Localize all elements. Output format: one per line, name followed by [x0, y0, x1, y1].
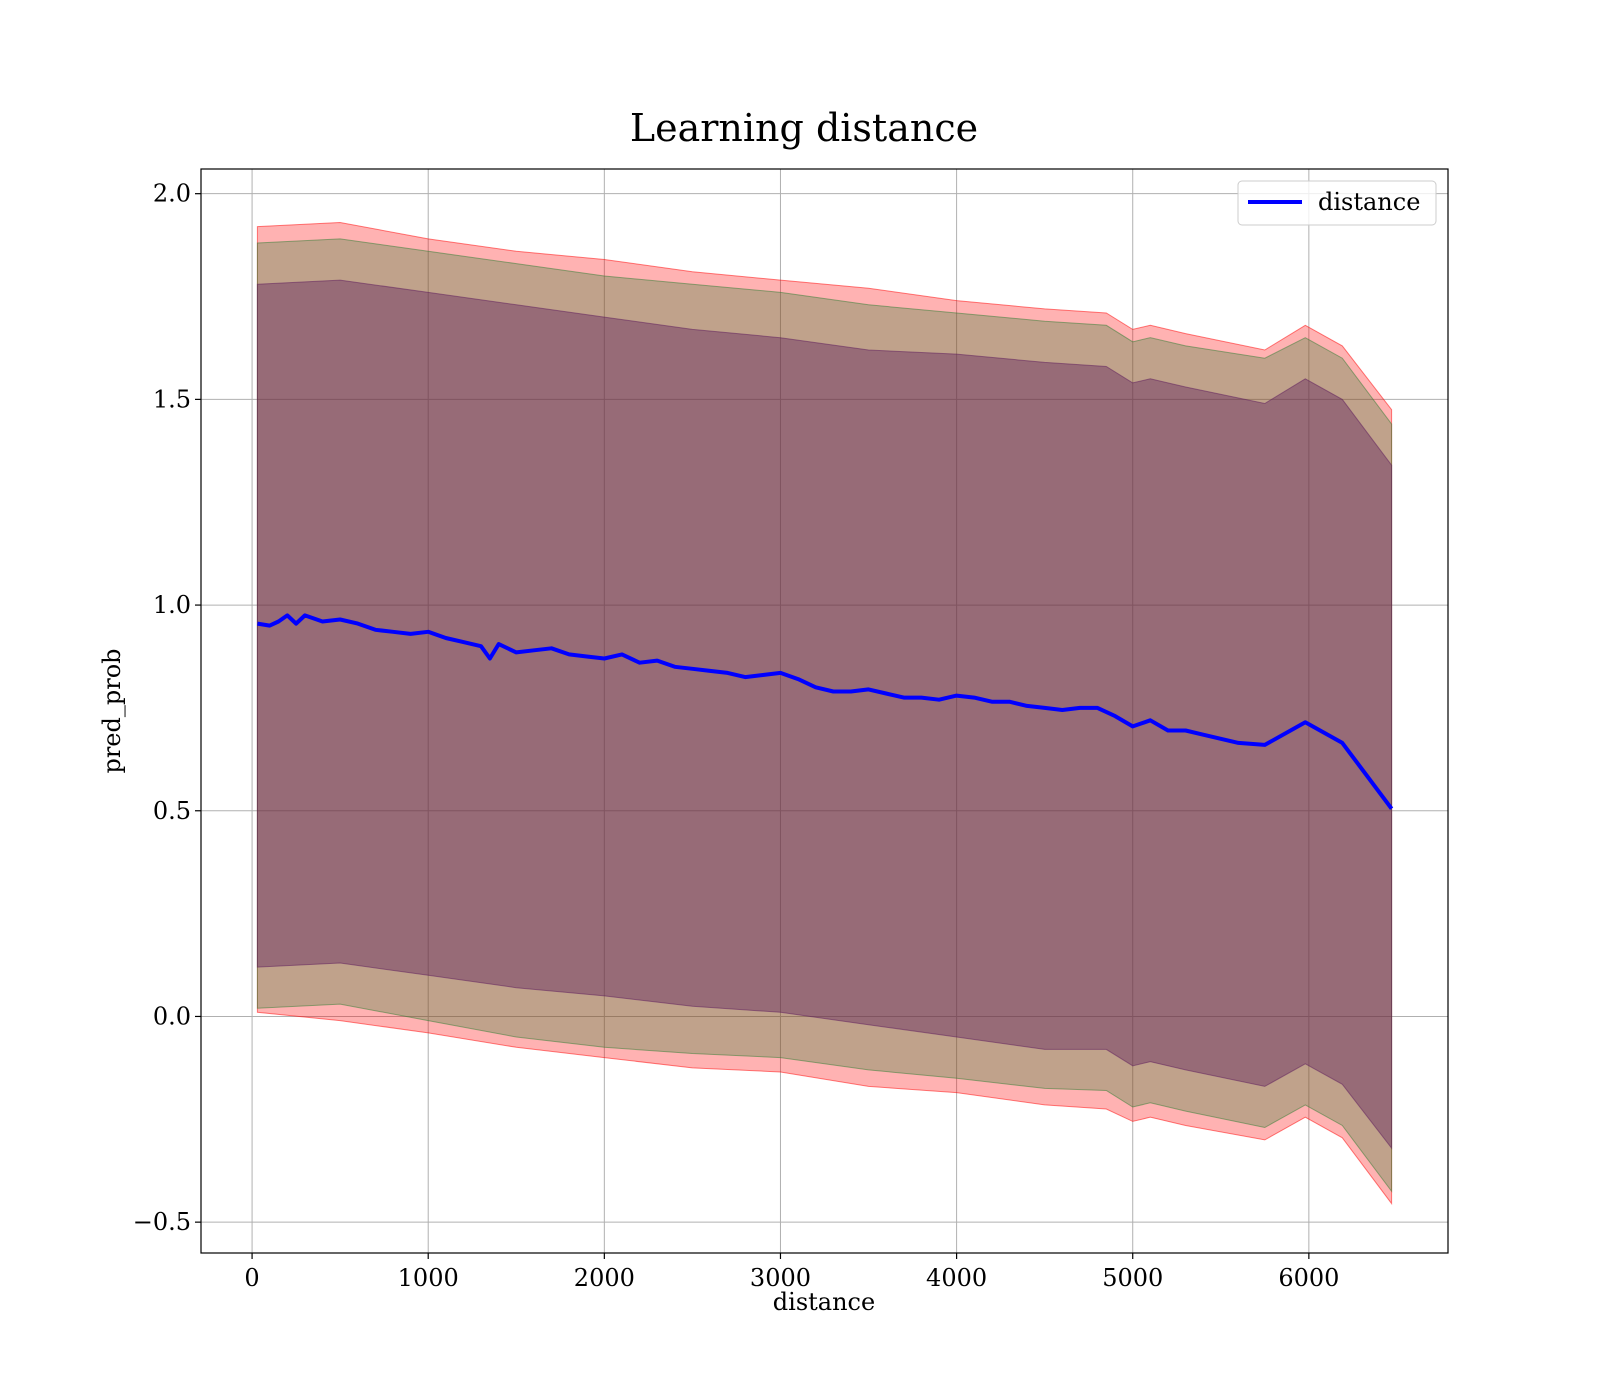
x-tick-label: 0 — [244, 1264, 259, 1292]
y-tick-label: 1.0 — [153, 591, 191, 619]
y-tick-label: 0.5 — [153, 797, 191, 825]
axis-ticks: 0 1000 2000 3000 4000 5000 6000 −0.5 0.0 0.5 1.0 1.… — [133, 180, 1340, 1292]
y-tick-label: 2.0 — [153, 180, 191, 208]
plot-frame — [200, 168, 1449, 1254]
y-axis-label: pred_prob — [98, 648, 126, 773]
legend-label-distance: distance — [1318, 188, 1420, 216]
confidence-band-1 — [256, 221, 1393, 1206]
y-tick-label: −0.5 — [133, 1208, 191, 1236]
x-tick-label: 2000 — [574, 1264, 635, 1292]
confidence-band-2 — [256, 238, 1393, 1193]
x-tick-label: 3000 — [750, 1264, 811, 1292]
confidence-bands — [256, 221, 1393, 1206]
x-tick-label: 5000 — [1102, 1264, 1163, 1292]
chart-title: Learning distance — [630, 106, 978, 150]
x-tick-label: 1000 — [398, 1264, 459, 1292]
y-tick-label: 0.0 — [153, 1002, 191, 1030]
y-tick-label: 1.5 — [153, 385, 191, 413]
series-line-distance — [257, 613, 1394, 810]
x-tick-label: 6000 — [1278, 1264, 1339, 1292]
series-lines — [257, 613, 1394, 810]
confidence-band-3 — [256, 279, 1393, 1150]
legend: distance — [1237, 180, 1437, 226]
x-axis-label: distance — [773, 1288, 875, 1316]
legend-box — [1237, 180, 1437, 226]
x-tick-label: 4000 — [926, 1264, 987, 1292]
